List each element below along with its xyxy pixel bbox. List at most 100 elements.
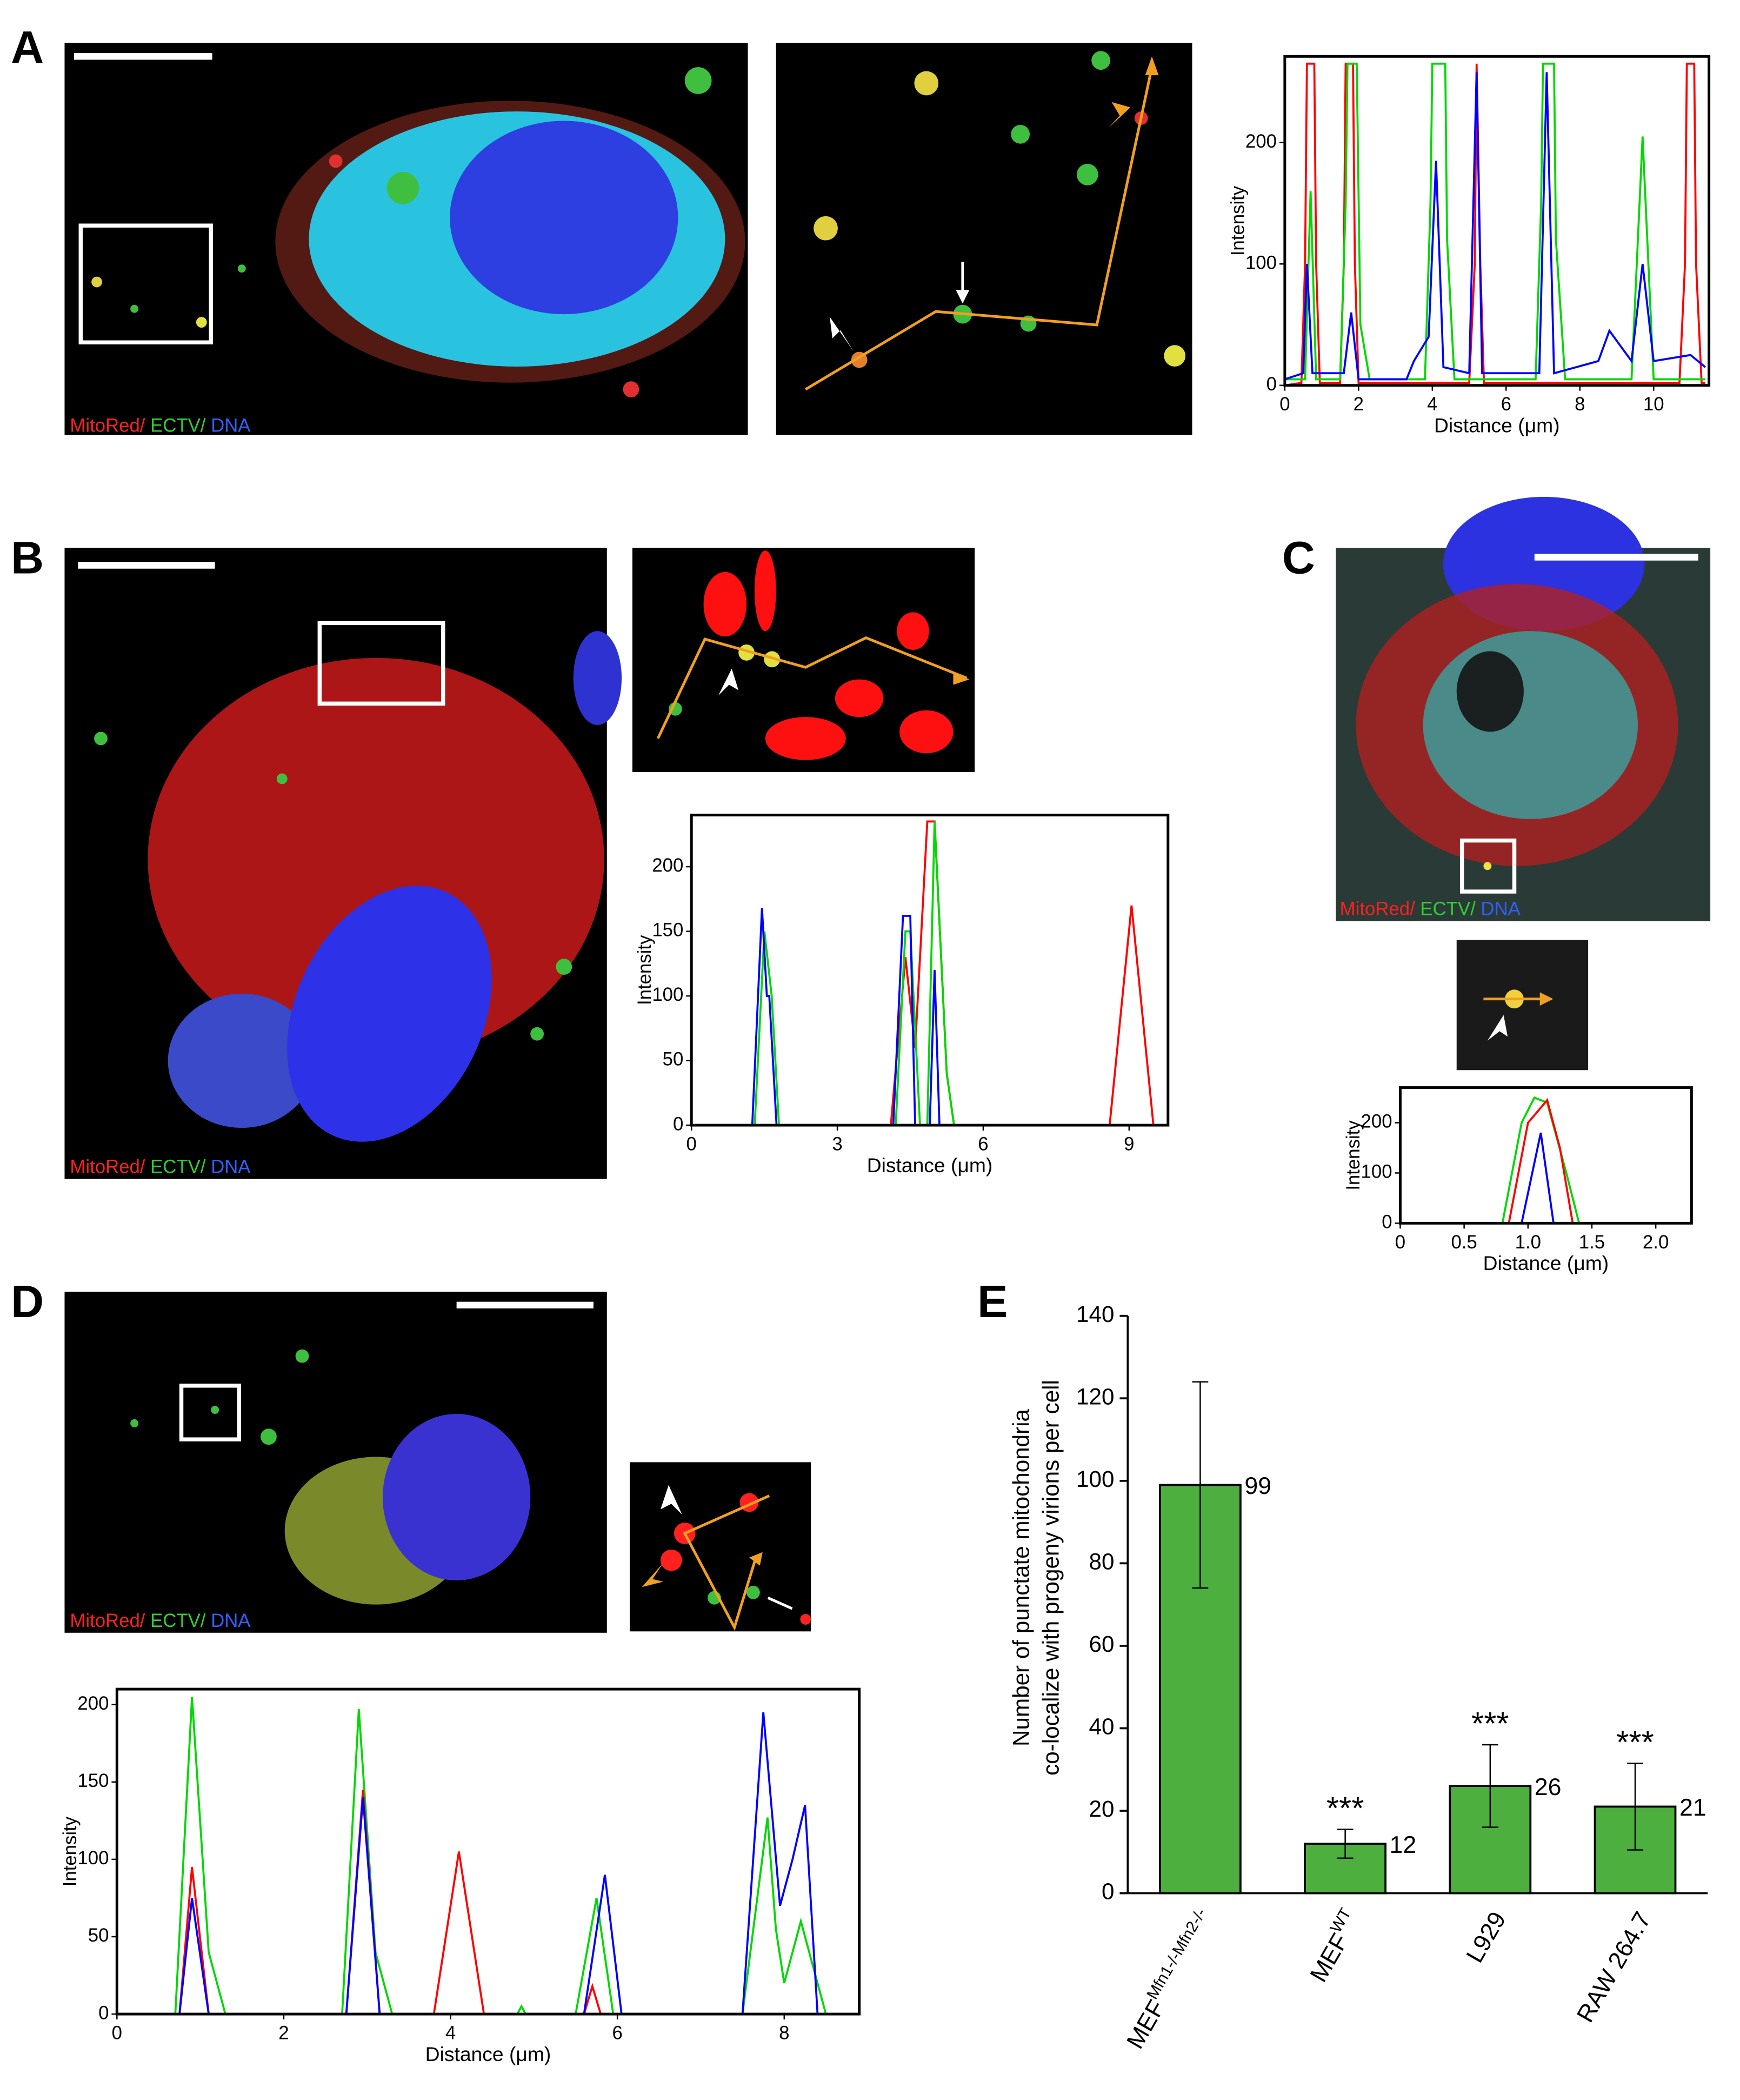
y-tick-label: 100 xyxy=(1076,1466,1114,1492)
x-tick-label: RAW 264.7 xyxy=(1572,1908,1656,2027)
legend-entry: ECTV/ xyxy=(145,1611,205,1631)
plot-frame xyxy=(1398,1086,1693,1225)
legend-entry: DNA xyxy=(205,416,251,436)
profile-line xyxy=(117,1712,859,2015)
y-tick-label: 50 xyxy=(88,1925,109,1946)
x-tick-label: 2.0 xyxy=(1643,1232,1669,1253)
y-tick-label: 20 xyxy=(1089,1796,1115,1822)
x-axis-label: Distance (μm) xyxy=(425,2043,551,2065)
value-label: 26 xyxy=(1535,1774,1562,1800)
x-axis-label: Distance (μm) xyxy=(867,1154,993,1177)
x-tick-label: 6 xyxy=(1501,394,1511,415)
error-bar xyxy=(1192,1381,1209,1589)
y-axis-label: Intensity xyxy=(60,1816,81,1886)
x-tick-label: MEFMfn1-/-Mfn2-/- xyxy=(1118,1905,1221,2054)
x-tick-label: 9 xyxy=(1124,1134,1134,1155)
y-tick-label: 200 xyxy=(1361,1112,1392,1132)
y-tick-label: 0 xyxy=(98,2003,109,2023)
significance: *** xyxy=(1616,1724,1654,1760)
error-bar xyxy=(1337,1829,1354,1859)
value-label: 99 xyxy=(1244,1473,1271,1499)
x-tick-label: MEFWT xyxy=(1301,1905,1366,1986)
x-tick-label: 4 xyxy=(445,2023,456,2044)
y-tick-label: 0 xyxy=(1266,374,1277,395)
micrograph-b xyxy=(64,548,622,1179)
panel-label: D xyxy=(11,1276,44,1327)
micrograph-legend: MitoRed/ ECTV/ DNA xyxy=(70,1611,251,1631)
y-tick-label: 0 xyxy=(1382,1212,1392,1233)
x-axis-label: Distance (μm) xyxy=(1483,1252,1609,1274)
y-tick-label: 100 xyxy=(1361,1162,1392,1182)
panel-label: E xyxy=(977,1276,1008,1327)
significance: *** xyxy=(1326,1790,1364,1826)
legend-entry: MitoRed/ xyxy=(70,1157,145,1178)
category: RAW 264.7 xyxy=(1572,1908,1656,2027)
micrograph-legend: MitoRed/ ECTV/ DNA xyxy=(70,1157,251,1178)
plot-frame xyxy=(690,813,1170,1127)
micrograph-c-inset xyxy=(1456,940,1589,1071)
y-tick-label: 0 xyxy=(1102,1879,1114,1904)
y-tick-label: 100 xyxy=(652,985,683,1005)
micrograph-d-inset xyxy=(629,1462,811,1632)
value-label: 21 xyxy=(1679,1795,1706,1821)
profile-line xyxy=(691,821,1168,1126)
x-tick-label: 4 xyxy=(1427,394,1437,415)
panel-label: B xyxy=(11,532,44,583)
y-tick-label: 200 xyxy=(77,1693,109,1714)
legend-entry: ECTV/ xyxy=(145,416,205,436)
y-tick-label: 40 xyxy=(1089,1714,1115,1739)
profile-line xyxy=(1284,62,1705,387)
y-tick-label: 100 xyxy=(77,1848,109,1869)
micrograph-d xyxy=(64,1292,607,1633)
error-bar xyxy=(1627,1763,1643,1851)
y-tick-label: 200 xyxy=(652,855,683,876)
category: MEF xyxy=(1305,1929,1354,1986)
y-tick-label: 120 xyxy=(1076,1384,1114,1409)
panel-label: C xyxy=(1282,532,1315,583)
x-axis-label: Distance (μm) xyxy=(1434,414,1560,437)
y-tick-label: 140 xyxy=(1076,1301,1114,1327)
category: MEF xyxy=(1122,1996,1170,2053)
x-tick-label: 1.5 xyxy=(1579,1232,1605,1253)
micrograph-b-inset xyxy=(632,548,975,772)
y-tick-label: 100 xyxy=(1245,252,1277,273)
x-tick-label: 2 xyxy=(278,2023,289,2044)
plot-frame xyxy=(115,1687,861,2016)
x-tick-label: L929 xyxy=(1461,1908,1511,1968)
micrograph-legend: MitoRed/ ECTV/ DNA xyxy=(1340,899,1521,920)
value-label: 12 xyxy=(1390,1832,1417,1858)
legend-entry: DNA xyxy=(1476,899,1521,920)
y-tick-label: 50 xyxy=(663,1049,684,1070)
profile-line xyxy=(1400,1132,1692,1225)
category: L929 xyxy=(1461,1908,1511,1968)
x-tick-label: 0 xyxy=(1395,1232,1405,1253)
legend-entry: MitoRed/ xyxy=(70,416,145,436)
x-tick-label: 10 xyxy=(1643,394,1664,415)
x-tick-label: 3 xyxy=(832,1134,842,1155)
y-axis-label: Number of punctate mitochondria xyxy=(1009,1408,1034,1746)
x-tick-label: 6 xyxy=(612,2023,622,2044)
y-axis-label: co-localize with progeny virions per cel… xyxy=(1038,1380,1063,1776)
profile-line xyxy=(117,1697,859,2015)
profile-line xyxy=(691,908,1168,1126)
y-tick-label: 200 xyxy=(1245,131,1277,152)
profile-line xyxy=(1284,62,1705,381)
x-tick-label: 0 xyxy=(112,2023,122,2044)
profile-line xyxy=(1400,1096,1692,1225)
profile-line xyxy=(1400,1098,1692,1225)
micrograph-a-inset xyxy=(776,43,1192,435)
legend-entry: MitoRed/ xyxy=(70,1611,145,1631)
legend-entry: DNA xyxy=(205,1157,251,1178)
x-tick-label: 8 xyxy=(1575,394,1585,415)
x-tick-label: 2 xyxy=(1354,394,1364,415)
x-tick-label: 0 xyxy=(1279,394,1290,415)
x-tick-label: 6 xyxy=(978,1134,988,1155)
y-tick-label: 0 xyxy=(673,1114,683,1134)
plot-frame xyxy=(1283,55,1711,387)
y-tick-label: 150 xyxy=(652,920,683,941)
panel-label: A xyxy=(11,22,44,73)
y-axis-label: Intensity xyxy=(1343,1120,1364,1191)
y-tick-label: 80 xyxy=(1089,1549,1115,1574)
